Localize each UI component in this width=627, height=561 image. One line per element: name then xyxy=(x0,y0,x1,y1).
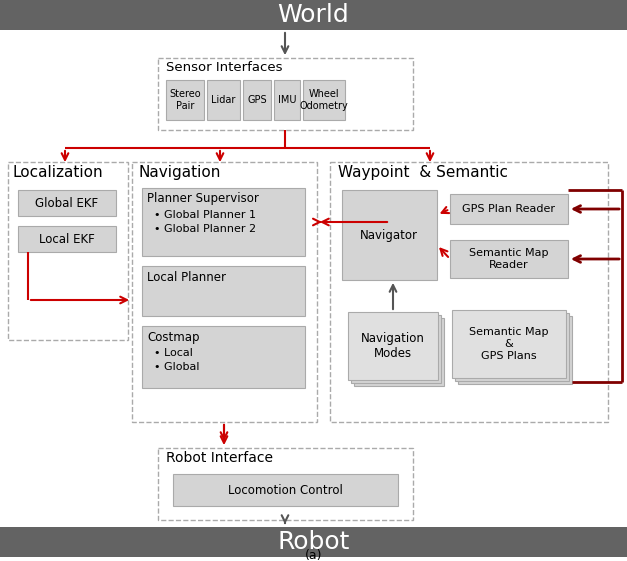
Bar xyxy=(458,316,572,384)
Text: • Global: • Global xyxy=(154,362,199,372)
Text: Lidar: Lidar xyxy=(211,95,236,105)
Bar xyxy=(158,58,413,130)
Text: Planner Supervisor: Planner Supervisor xyxy=(147,192,259,205)
Text: Semantic Map
Reader: Semantic Map Reader xyxy=(469,248,549,270)
Text: Robot Interface: Robot Interface xyxy=(166,451,273,465)
Text: IMU: IMU xyxy=(278,95,296,105)
Text: • Global Planner 1: • Global Planner 1 xyxy=(154,210,256,220)
Text: Costmap: Costmap xyxy=(147,331,199,344)
Bar xyxy=(354,318,444,386)
Bar xyxy=(351,315,441,383)
Text: GPS: GPS xyxy=(247,95,267,105)
Bar xyxy=(450,240,568,278)
Text: Navigation: Navigation xyxy=(138,165,220,180)
Text: (a): (a) xyxy=(305,549,322,561)
Bar xyxy=(243,80,271,120)
Text: Locomotion Control: Locomotion Control xyxy=(228,484,342,496)
Bar xyxy=(342,190,437,280)
Text: Navigation
Modes: Navigation Modes xyxy=(361,332,425,360)
Bar xyxy=(0,527,627,557)
Bar xyxy=(142,266,305,316)
Text: Robot: Robot xyxy=(277,530,350,554)
Text: Local Planner: Local Planner xyxy=(147,271,226,284)
Text: Localization: Localization xyxy=(13,165,103,180)
Text: • Local: • Local xyxy=(154,348,193,358)
Text: GPS Plan Reader: GPS Plan Reader xyxy=(463,204,556,214)
Text: Local EKF: Local EKF xyxy=(39,232,95,246)
Bar xyxy=(18,226,116,252)
Bar xyxy=(455,313,569,381)
Bar xyxy=(158,448,413,520)
Bar xyxy=(173,474,398,506)
Text: Stereo
Pair: Stereo Pair xyxy=(169,89,201,111)
Text: World: World xyxy=(278,3,349,27)
Text: Global EKF: Global EKF xyxy=(36,196,98,209)
Bar xyxy=(274,80,300,120)
Bar xyxy=(450,194,568,224)
Bar xyxy=(207,80,240,120)
Bar xyxy=(348,312,438,380)
Bar xyxy=(142,188,305,256)
Bar xyxy=(132,162,317,422)
Bar xyxy=(303,80,345,120)
Bar xyxy=(18,190,116,216)
Text: • Global Planner 2: • Global Planner 2 xyxy=(154,224,256,234)
Bar xyxy=(330,162,608,422)
Text: Waypoint  & Semantic: Waypoint & Semantic xyxy=(338,165,508,180)
Text: Semantic Map
&
GPS Plans: Semantic Map & GPS Plans xyxy=(469,328,549,361)
Text: Navigator: Navigator xyxy=(360,228,418,241)
Text: Sensor Interfaces: Sensor Interfaces xyxy=(166,61,283,74)
Bar xyxy=(0,0,627,30)
Bar xyxy=(142,326,305,388)
Text: Wheel
Odometry: Wheel Odometry xyxy=(300,89,349,111)
Bar xyxy=(8,162,128,340)
Bar xyxy=(166,80,204,120)
Bar xyxy=(452,310,566,378)
